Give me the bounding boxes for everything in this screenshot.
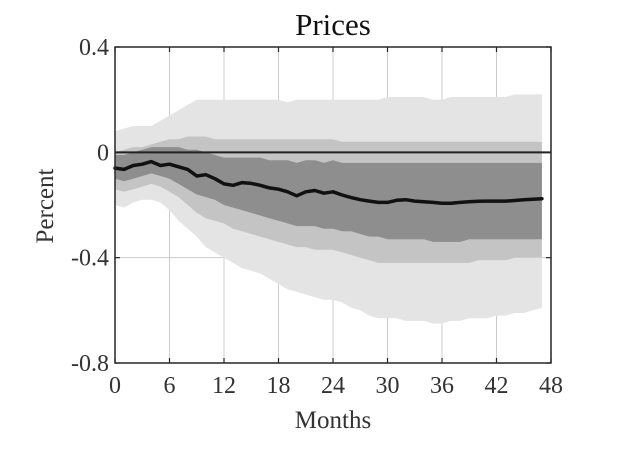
x-tick-label: 24 — [321, 373, 345, 399]
tick-labels: 0 6 12 18 24 30 36 42 48 0.4 0 -0.4 -0.8 — [71, 35, 563, 399]
x-tick-label: 36 — [430, 373, 454, 399]
median-response-line — [113, 159, 544, 205]
confidence-bands — [115, 94, 542, 324]
y-tick-label: 0 — [97, 140, 109, 166]
x-tick-label: 12 — [212, 373, 236, 399]
x-tick-label: 6 — [164, 373, 176, 399]
lines — [113, 151, 551, 205]
tick-marks — [114, 46, 552, 364]
chart-title: Prices — [295, 7, 371, 42]
x-axis-label: Months — [295, 407, 371, 434]
x-tick-label: 0 — [109, 373, 121, 399]
y-tick-label: -0.8 — [71, 351, 109, 377]
inner-confidence-band — [115, 147, 542, 242]
x-tick-label: 48 — [539, 373, 563, 399]
x-tick-label: 30 — [376, 373, 400, 399]
y-axis-label: Percent — [32, 168, 59, 243]
x-tick-label: 42 — [485, 373, 509, 399]
x-tick-label: 18 — [267, 373, 291, 399]
y-tick-label: -0.4 — [71, 246, 109, 272]
y-tick-label: 0.4 — [79, 35, 109, 61]
